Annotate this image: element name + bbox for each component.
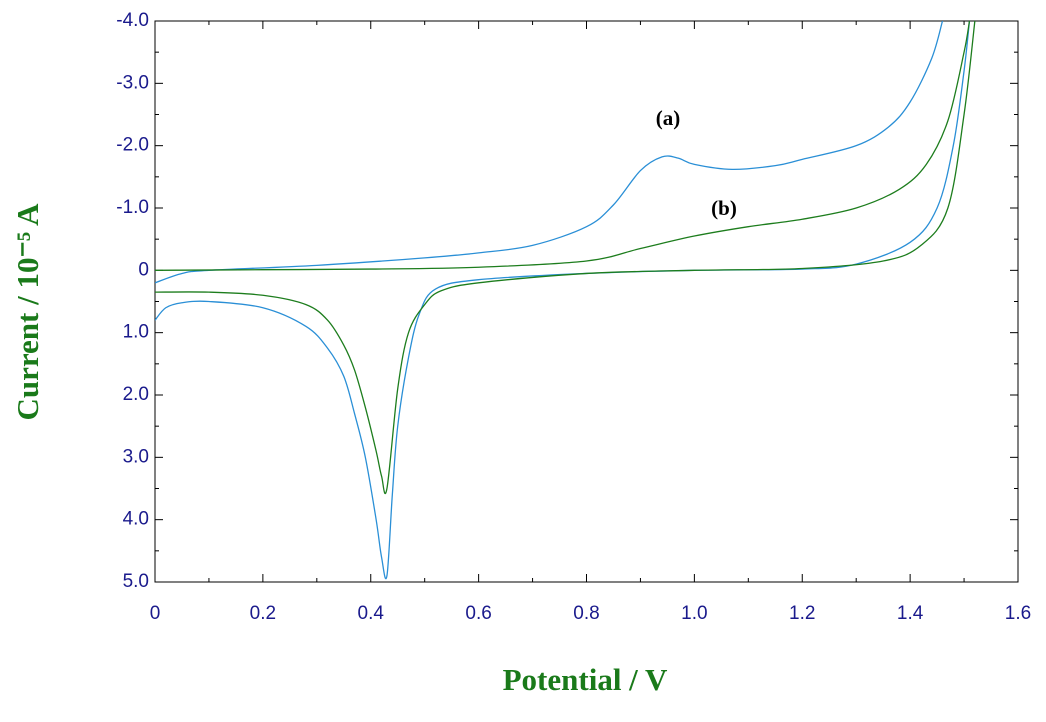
y-tick-label: 4.0 bbox=[123, 509, 149, 530]
series-line bbox=[155, 21, 976, 495]
x-axis-title: Potential / V bbox=[503, 662, 668, 697]
annotation: (a) bbox=[656, 106, 681, 130]
x-tick-label: 1.2 bbox=[789, 603, 815, 624]
y-tick-label: -4.0 bbox=[116, 10, 149, 31]
x-tick-label: 1.0 bbox=[681, 603, 707, 624]
x-tick-label: 0.4 bbox=[358, 603, 385, 624]
plot-frame bbox=[154, 20, 1019, 583]
x-tick-label: 0.6 bbox=[465, 603, 491, 624]
y-tick-label: -3.0 bbox=[116, 72, 149, 93]
x-tick-label: 1.4 bbox=[897, 603, 924, 624]
y-tick-label: 5.0 bbox=[123, 571, 149, 592]
y-tick-label: 0 bbox=[138, 259, 149, 280]
x-tick-label: 0.2 bbox=[250, 603, 276, 624]
series-line bbox=[155, 21, 971, 580]
y-axis-title: Current / 10⁻⁵ A bbox=[10, 203, 45, 421]
y-tick-label: 2.0 bbox=[123, 384, 149, 405]
y-tick-label: 1.0 bbox=[123, 322, 149, 343]
y-tick-label: 3.0 bbox=[123, 446, 149, 467]
annotation: (b) bbox=[711, 196, 737, 220]
x-tick-label: 0.8 bbox=[573, 603, 599, 624]
y-tick-label: -2.0 bbox=[116, 135, 149, 156]
x-tick-label: 1.6 bbox=[1005, 603, 1031, 624]
y-tick-label: -1.0 bbox=[116, 197, 149, 218]
x-tick-label: 0 bbox=[150, 603, 161, 624]
